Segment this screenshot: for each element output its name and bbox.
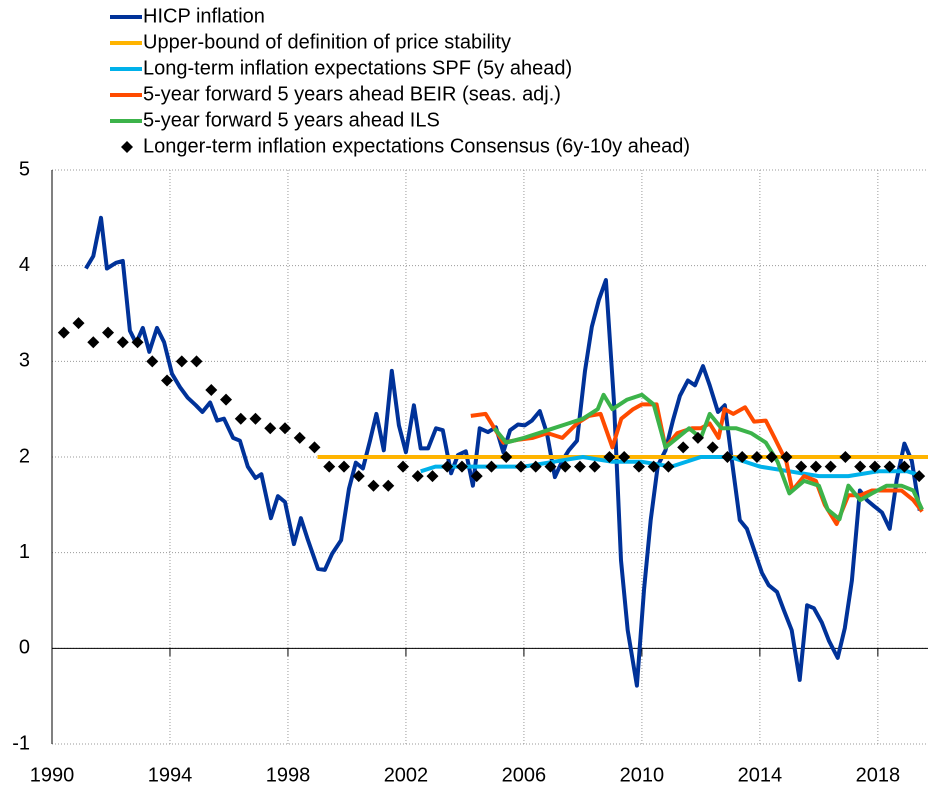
data-point bbox=[396, 460, 409, 473]
y-tick-label: 5 bbox=[19, 158, 30, 180]
y-tick-label: 3 bbox=[19, 350, 30, 372]
data-point bbox=[175, 355, 188, 368]
x-tick-label: 2018 bbox=[856, 764, 901, 786]
data-point bbox=[220, 393, 233, 406]
data-point bbox=[721, 451, 734, 463]
data-point bbox=[750, 451, 763, 463]
data-point bbox=[470, 470, 483, 483]
data-point bbox=[131, 336, 144, 349]
legend-label: 5-year forward 5 years ahead BEIR (seas.… bbox=[143, 83, 561, 105]
data-point bbox=[706, 441, 719, 454]
data-point bbox=[898, 460, 911, 473]
data-point bbox=[57, 326, 70, 339]
data-point bbox=[662, 460, 675, 473]
data-point bbox=[824, 460, 837, 473]
x-tick-label: 2002 bbox=[384, 764, 429, 786]
legend-label: Longer-term inflation expectations Conse… bbox=[143, 135, 690, 157]
data-point bbox=[839, 451, 852, 463]
data-point bbox=[190, 355, 203, 368]
data-point bbox=[677, 441, 690, 454]
data-point bbox=[411, 470, 424, 483]
data-point bbox=[809, 460, 822, 473]
data-point bbox=[352, 470, 365, 483]
y-tick-label: 2 bbox=[19, 445, 30, 467]
legend-label: HICP inflation bbox=[143, 5, 265, 27]
data-point bbox=[87, 336, 100, 349]
data-point bbox=[573, 460, 586, 473]
data-point bbox=[854, 460, 867, 473]
y-tick-label: -1 bbox=[12, 732, 30, 754]
data-point bbox=[293, 431, 306, 444]
data-point bbox=[780, 451, 793, 463]
data-point bbox=[485, 460, 498, 473]
x-tick-label: 2014 bbox=[738, 764, 783, 786]
data-point bbox=[264, 422, 277, 435]
data-point bbox=[102, 326, 115, 339]
data-point bbox=[529, 460, 542, 473]
legend-label: Long-term inflation expectations SPF (5y… bbox=[143, 57, 572, 79]
data-point bbox=[426, 470, 439, 483]
data-point bbox=[795, 460, 808, 473]
legend-label: Upper-bound of definition of price stabi… bbox=[143, 31, 511, 53]
x-tick-label: 2006 bbox=[502, 764, 547, 786]
data-point bbox=[455, 460, 468, 473]
data-point bbox=[500, 451, 513, 463]
x-tick-label: 2010 bbox=[620, 764, 665, 786]
data-point bbox=[249, 412, 262, 425]
y-tick-label: 4 bbox=[19, 254, 30, 276]
data-point bbox=[544, 460, 557, 473]
data-point bbox=[441, 460, 454, 473]
y-tick-label: 0 bbox=[19, 637, 30, 659]
data-point bbox=[382, 479, 395, 492]
legend-swatch bbox=[121, 141, 133, 153]
data-point bbox=[559, 460, 572, 473]
data-point bbox=[323, 460, 336, 473]
y-tick-label: 1 bbox=[19, 541, 30, 563]
data-point bbox=[72, 317, 85, 330]
data-point bbox=[618, 451, 631, 463]
data-point bbox=[205, 384, 218, 397]
data-point bbox=[603, 451, 616, 463]
data-point bbox=[514, 460, 527, 473]
data-point bbox=[116, 336, 129, 349]
data-point bbox=[868, 460, 881, 473]
x-tick-label: 1994 bbox=[148, 764, 193, 786]
data-point bbox=[588, 460, 601, 473]
data-point bbox=[338, 460, 350, 473]
x-tick-label: 1990 bbox=[30, 764, 75, 786]
data-point bbox=[234, 412, 247, 425]
data-point bbox=[161, 374, 174, 387]
data-point bbox=[691, 431, 704, 444]
data-point bbox=[736, 451, 749, 463]
series-line bbox=[492, 392, 924, 522]
data-point bbox=[367, 479, 380, 492]
data-point bbox=[883, 460, 896, 473]
data-point bbox=[765, 451, 778, 463]
legend-label: 5-year forward 5 years ahead ILS bbox=[143, 109, 440, 131]
data-point bbox=[647, 460, 660, 473]
data-point bbox=[632, 460, 645, 473]
data-point bbox=[913, 470, 926, 483]
series-line bbox=[84, 215, 922, 688]
data-point bbox=[146, 355, 159, 368]
x-tick-label: 1998 bbox=[266, 764, 311, 786]
data-point bbox=[279, 422, 292, 435]
data-point bbox=[308, 441, 321, 454]
